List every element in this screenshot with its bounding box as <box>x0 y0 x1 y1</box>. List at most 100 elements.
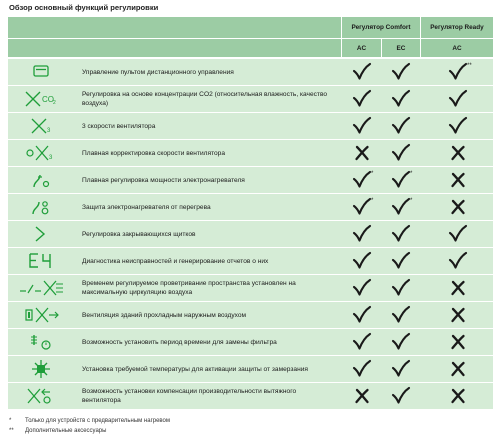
footnote-1: * Только для устройств с предварительным … <box>9 418 171 424</box>
heater-overheat-icon <box>32 201 49 215</box>
mark-comfort-ac <box>342 86 382 112</box>
cool-air-ventilation-icon <box>25 307 59 323</box>
mark-comfort-ec <box>381 221 421 247</box>
mark-ready-ac <box>438 302 478 328</box>
header-ready: Регулятор Ready <box>430 24 484 31</box>
mark-comfort-ac <box>342 194 382 220</box>
check-mark-icon <box>391 143 411 161</box>
mark-comfort-ec <box>381 302 421 328</box>
header-comfort-ac: AC <box>356 44 367 52</box>
check-mark-icon <box>352 305 372 323</box>
mark-comfort-ec <box>381 86 421 112</box>
mark-comfort-ec <box>381 275 421 301</box>
table-row: 3 Плавная корректировка скорости вентилят… <box>8 140 493 166</box>
mark-ready-ac <box>438 59 478 85</box>
mark-comfort-ec <box>381 140 421 166</box>
check-mark-icon <box>391 386 411 404</box>
table-row: Установка требуемой температуры для акти… <box>8 356 493 382</box>
check-mark-icon <box>352 170 372 188</box>
cross-mark-icon <box>355 388 369 404</box>
function-description: Установка требуемой температуры для акти… <box>82 365 308 373</box>
mark-comfort-ec <box>381 194 421 220</box>
mark-comfort-ec <box>381 356 421 382</box>
table-header-columns: AC EC AC <box>8 39 493 57</box>
mark-comfort-ec <box>381 383 421 409</box>
function-description: Защита электронагревателя от перегрева <box>82 203 211 211</box>
fan-3-speed-icon: 3 <box>31 118 51 134</box>
timed-ventilation-icon <box>20 280 63 296</box>
heater-power-icon <box>33 174 50 188</box>
table-row: Управление пультом дистанционного управл… <box>8 59 493 85</box>
mark-ready-ac <box>438 383 478 409</box>
mark-ready-ac <box>438 167 478 193</box>
check-mark-icon <box>352 251 372 269</box>
function-description: Регулировка закрывающихся щитков <box>82 230 196 238</box>
co2-sensor-icon: CO 2 <box>25 91 56 107</box>
check-mark-icon <box>391 89 411 107</box>
mark-comfort-ac <box>342 329 382 355</box>
mark-ready-ac <box>438 248 478 274</box>
table-row: Регулировка закрывающихся щитков <box>8 221 493 247</box>
mark-ready-ac <box>438 221 478 247</box>
table-row: Временем регулируемое проветривание прос… <box>8 275 493 301</box>
footnote-marker: * <box>371 171 374 177</box>
diagnostics-icon <box>29 253 51 268</box>
mark-comfort-ac <box>342 275 382 301</box>
mark-comfort-ac <box>342 113 382 139</box>
check-mark-icon <box>391 224 411 242</box>
mark-comfort-ac <box>342 248 382 274</box>
mark-comfort-ac <box>342 59 382 85</box>
svg-text:3: 3 <box>47 128 51 134</box>
function-description: Возможность установить период времени дл… <box>82 338 277 346</box>
check-mark-icon <box>391 251 411 269</box>
mark-ready-ac <box>438 86 478 112</box>
cross-mark-icon <box>451 388 465 404</box>
cross-mark-icon <box>451 280 465 296</box>
check-mark-icon <box>448 251 468 269</box>
header-comfort-ec: EC <box>396 44 406 52</box>
check-mark-icon <box>352 278 372 296</box>
cross-mark-icon <box>451 145 465 161</box>
table-row: Плавная регулировка мощности электронагр… <box>8 167 493 193</box>
mark-comfort-ec <box>381 59 421 85</box>
footnote-2: ** Дополнительные аксессуары <box>9 428 107 434</box>
function-description: Возможность установки компенсации произв… <box>82 388 297 404</box>
frost-protection-icon <box>32 360 50 378</box>
function-description: Регулировка на основе концентрации CO2 (… <box>82 91 328 107</box>
table-row: Возможность установить период времени дл… <box>8 329 493 355</box>
page-title: Обзор основный функций регулировки <box>9 3 159 12</box>
check-mark-icon <box>448 62 468 80</box>
check-mark-icon <box>391 197 411 215</box>
mark-comfort-ac <box>342 356 382 382</box>
mark-comfort-ac <box>342 383 382 409</box>
table-row: Возможность установки компенсации произв… <box>8 383 493 409</box>
table-header-groups: Регулятор Comfort Регулятор Ready <box>8 17 493 38</box>
function-description: Диагностика неисправностей и генерирован… <box>82 257 269 265</box>
mark-comfort-ec <box>381 113 421 139</box>
header-ready-ac: AC <box>452 44 462 52</box>
check-mark-icon <box>391 359 411 377</box>
cross-mark-icon <box>355 145 369 161</box>
svg-text:CO: CO <box>42 95 54 104</box>
check-mark-icon <box>391 62 411 80</box>
svg-text:2: 2 <box>53 100 56 106</box>
check-mark-icon <box>352 197 372 215</box>
function-description: Временем регулируемое проветривание прос… <box>82 280 296 296</box>
mark-ready-ac <box>438 329 478 355</box>
footnote-marker: ** <box>467 63 472 69</box>
cross-mark-icon <box>451 199 465 215</box>
table-row: Защита электронагревателя от перегрева * * <box>8 194 493 220</box>
filter-timer-icon <box>31 335 51 350</box>
cross-mark-icon <box>451 334 465 350</box>
table-row: CO 2 Регулировка на основе концентрации CO… <box>8 86 493 112</box>
check-mark-icon <box>448 89 468 107</box>
function-description: Управление пультом дистанционного управл… <box>82 68 234 76</box>
check-mark-icon <box>391 170 411 188</box>
function-description: 3 скорости вентилятора <box>82 122 156 130</box>
mark-ready-ac <box>438 140 478 166</box>
check-mark-icon <box>352 116 372 134</box>
mark-comfort-ec <box>381 329 421 355</box>
check-mark-icon <box>352 224 372 242</box>
cross-mark-icon <box>451 307 465 323</box>
table-row: Диагностика неисправностей и генерирован… <box>8 248 493 274</box>
